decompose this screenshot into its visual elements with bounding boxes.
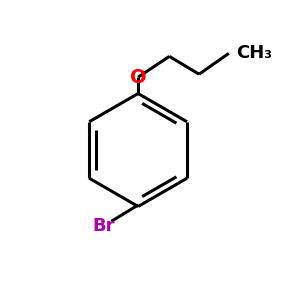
Text: Br: Br bbox=[93, 217, 115, 235]
Text: CH₃: CH₃ bbox=[236, 44, 272, 62]
Text: O: O bbox=[130, 68, 146, 87]
